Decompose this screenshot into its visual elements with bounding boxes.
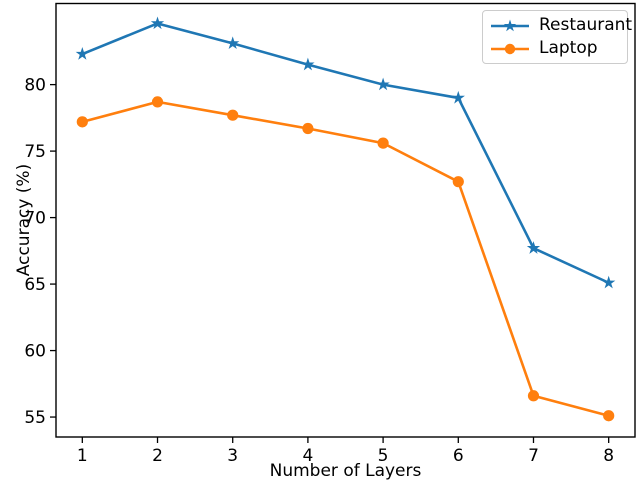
- legend-item-restaurant: Restaurant: [490, 15, 632, 37]
- legend-swatch: [491, 19, 529, 31]
- star-marker-icon: [226, 36, 240, 50]
- y-tick-label: 70: [24, 209, 46, 229]
- legend-label-laptop: Laptop: [539, 38, 598, 58]
- y-tick-label: 75: [24, 142, 46, 162]
- plot-frame: [55, 2, 636, 438]
- legend-label-restaurant: Restaurant: [539, 15, 633, 35]
- circle-marker-icon: [151, 96, 164, 108]
- legend-item-laptop: Laptop: [490, 38, 620, 60]
- circle-marker-icon: [76, 116, 88, 128]
- x-tick-label: 7: [528, 446, 539, 466]
- x-tick-label: 2: [152, 446, 163, 466]
- star-marker-icon: [526, 241, 541, 254]
- circle-marker-icon: [603, 410, 615, 422]
- y-tick-label: 55: [24, 408, 46, 428]
- star-marker-icon: [75, 47, 89, 60]
- circle-marker-icon: [302, 122, 314, 135]
- x-tick-label: 3: [227, 446, 238, 466]
- circle-marker-icon: [452, 176, 464, 188]
- series-line: [81, 22, 610, 284]
- x-tick-label: 4: [302, 446, 313, 466]
- y-tick-label: 65: [24, 275, 46, 295]
- x-tick-label: 1: [77, 446, 88, 466]
- star-marker-icon: [301, 57, 315, 71]
- x-tick-label: 5: [378, 446, 389, 466]
- y-tick-label: 80: [24, 76, 46, 96]
- legend-swatch: [491, 43, 529, 54]
- series-restaurant: [75, 16, 616, 289]
- x-tick-label: 8: [603, 446, 614, 466]
- y-tick-label: 60: [24, 342, 46, 362]
- star-marker-icon: [376, 77, 390, 91]
- circle-marker-icon: [490, 41, 530, 57]
- circle-marker-icon: [527, 390, 540, 402]
- y-axis-label: Accuracy (%): [14, 164, 34, 277]
- series-line: [81, 100, 610, 417]
- x-axis-label: Number of Layers: [269, 461, 422, 481]
- series-laptop: [76, 96, 615, 422]
- circle-marker-icon: [377, 137, 389, 149]
- x-tick-label: 6: [453, 446, 464, 466]
- legend: Restaurant Laptop: [482, 10, 632, 64]
- star-marker-icon: [150, 16, 165, 30]
- star-marker-icon: [602, 275, 616, 289]
- star-marker-icon: [490, 18, 530, 34]
- circle-marker-icon: [227, 109, 239, 121]
- star-marker-icon: [451, 90, 465, 104]
